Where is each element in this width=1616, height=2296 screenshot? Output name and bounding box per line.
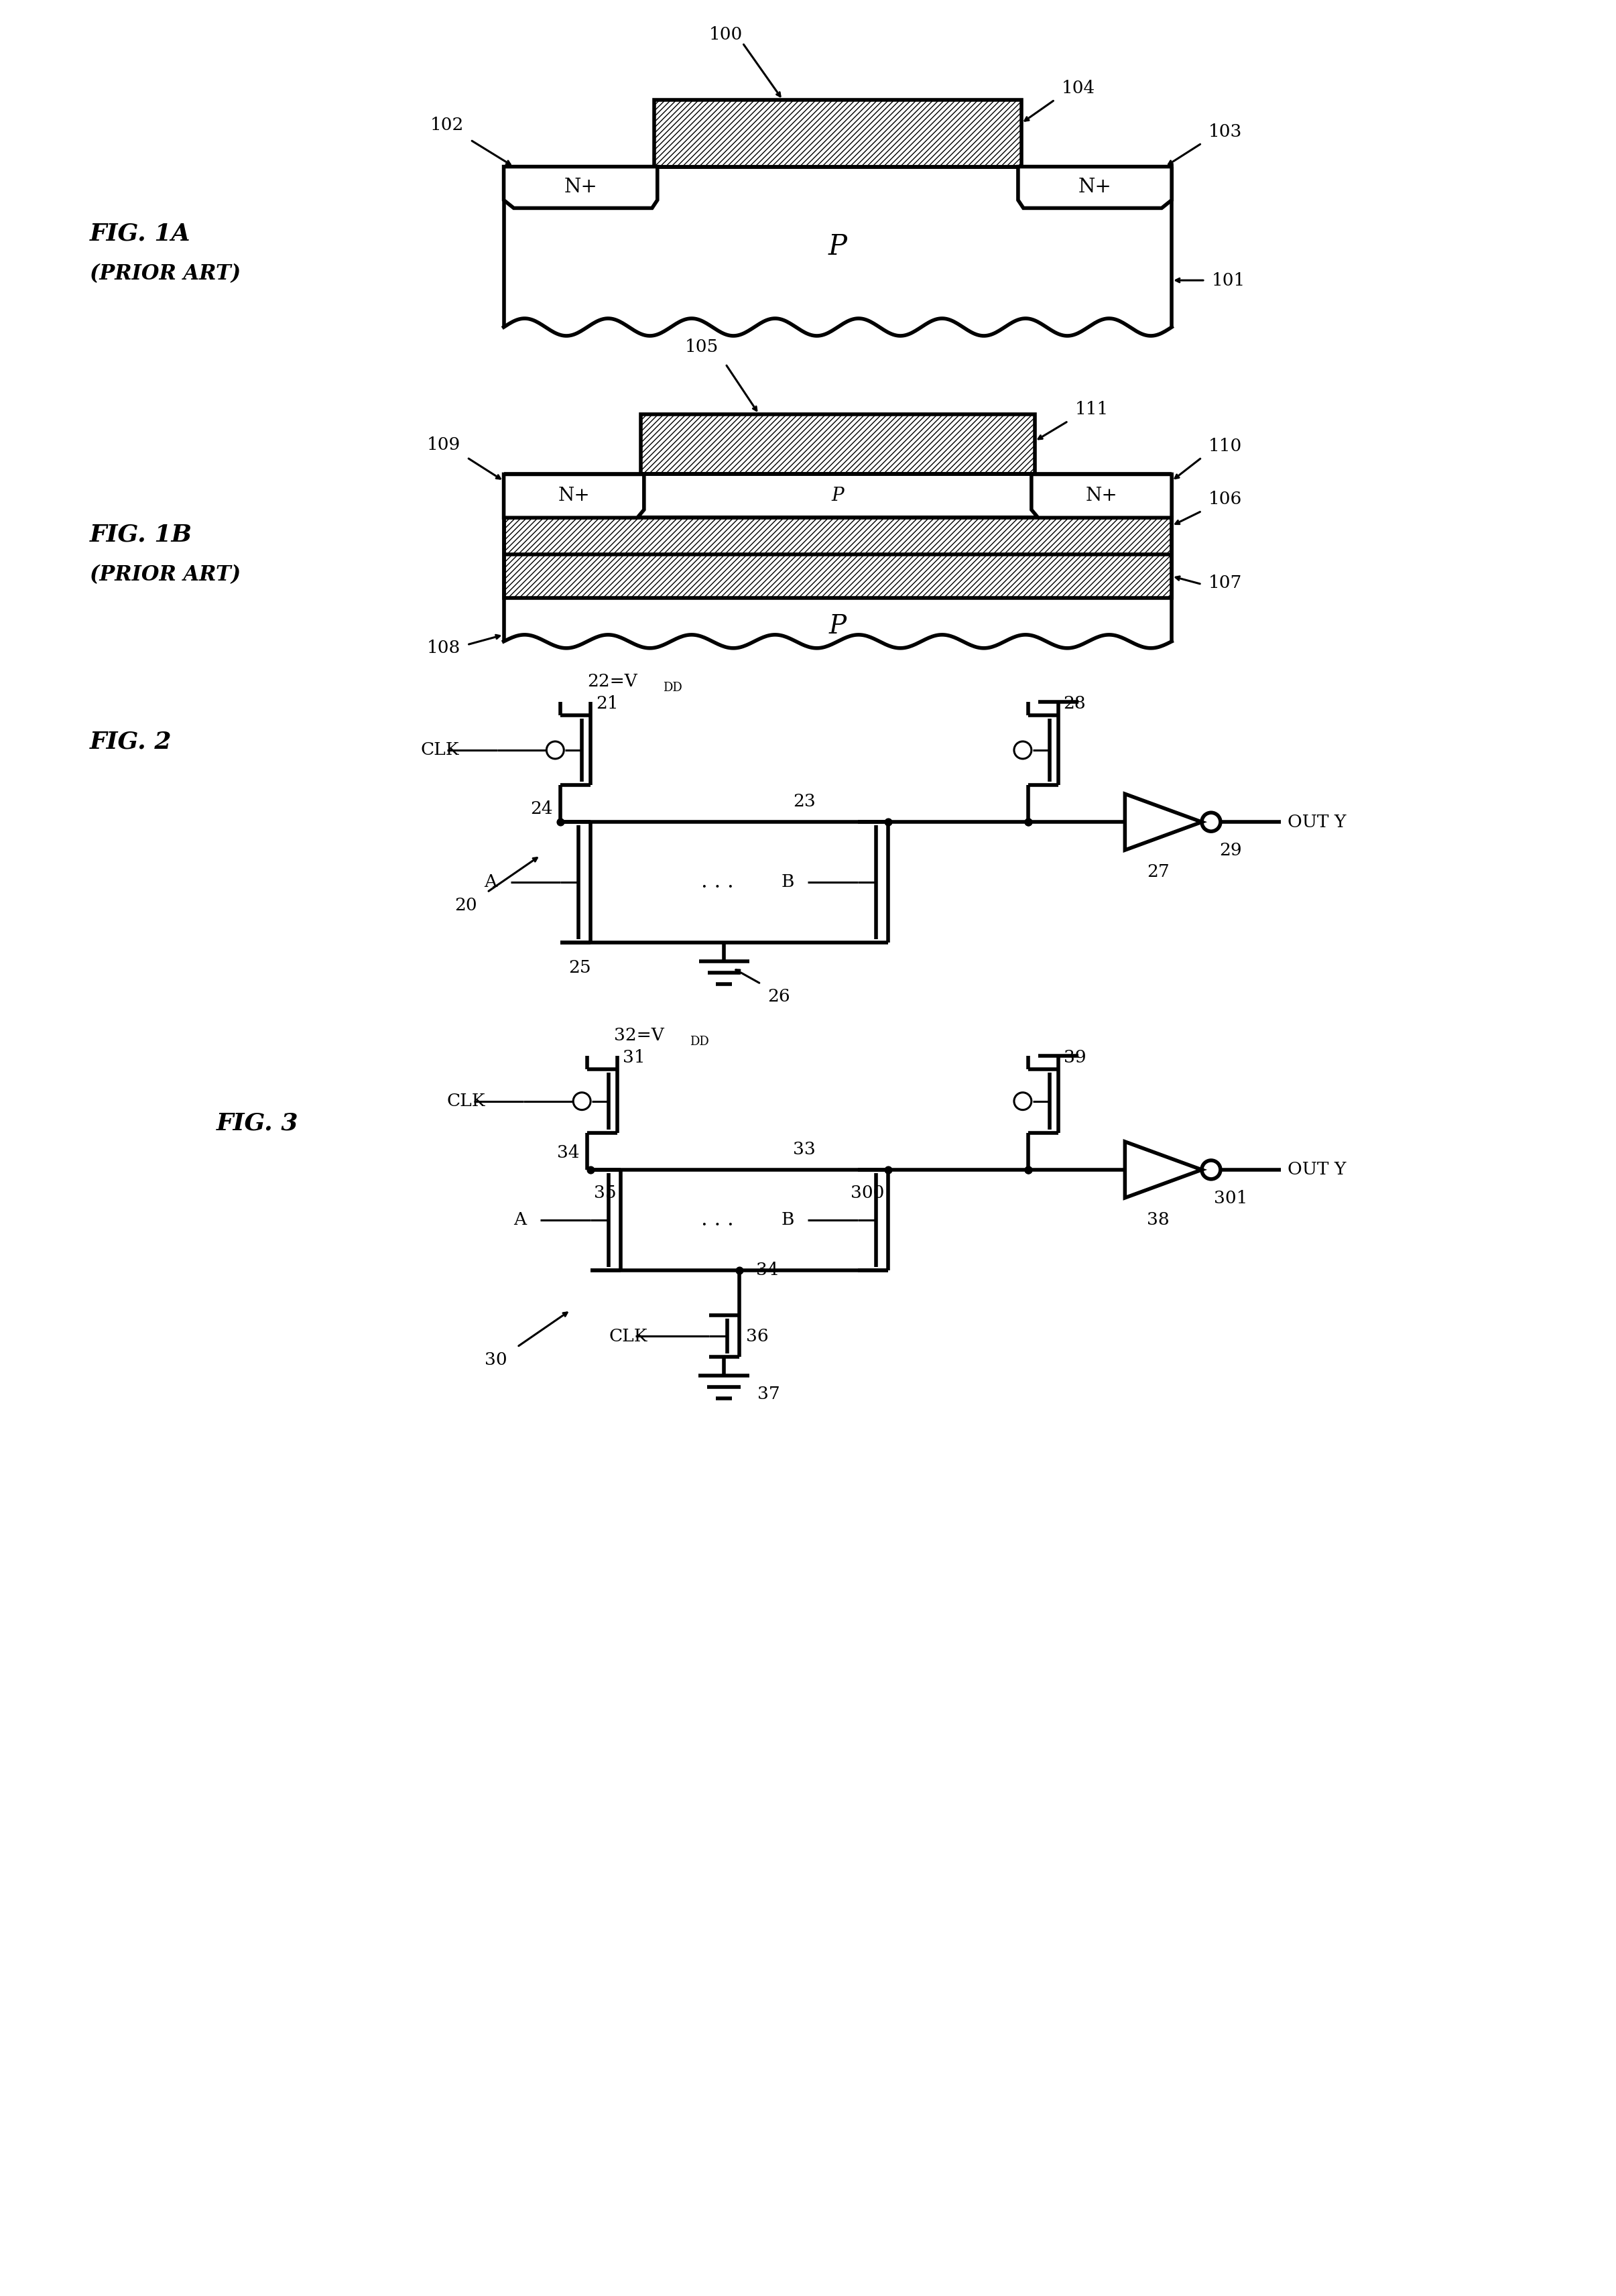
Text: 39: 39 — [1063, 1049, 1086, 1065]
Text: N+: N+ — [564, 179, 598, 197]
Point — [1015, 804, 1041, 840]
Text: FIG. 1B: FIG. 1B — [89, 523, 192, 546]
Text: N+: N+ — [558, 487, 590, 505]
Text: 38: 38 — [1147, 1212, 1170, 1228]
Text: 35: 35 — [595, 1185, 616, 1201]
Text: 301: 301 — [1214, 1189, 1248, 1208]
Text: 107: 107 — [1209, 574, 1243, 592]
Text: FIG. 3: FIG. 3 — [217, 1111, 299, 1134]
Point — [874, 804, 900, 840]
Text: 23: 23 — [793, 792, 816, 810]
Text: P: P — [829, 232, 847, 262]
Text: 34: 34 — [556, 1146, 579, 1162]
Text: 31: 31 — [622, 1049, 645, 1065]
Text: 20: 20 — [454, 898, 477, 914]
Point — [1015, 1150, 1041, 1187]
Point — [874, 1150, 900, 1187]
Text: (PRIOR ART): (PRIOR ART) — [89, 264, 241, 285]
Text: 105: 105 — [685, 338, 719, 356]
Text: N+: N+ — [1078, 179, 1112, 197]
Text: 28: 28 — [1063, 696, 1086, 712]
Text: 37: 37 — [758, 1384, 781, 1403]
Text: OUT Y: OUT Y — [1288, 1162, 1346, 1178]
Text: DD: DD — [663, 682, 682, 693]
Bar — [640, 413, 1034, 475]
Text: 25: 25 — [569, 960, 591, 976]
Text: P: P — [829, 613, 847, 638]
Text: 27: 27 — [1147, 863, 1170, 879]
Text: A: A — [514, 1212, 527, 1228]
Text: FIG. 1A: FIG. 1A — [89, 223, 191, 246]
Polygon shape — [504, 168, 658, 209]
Text: 24: 24 — [530, 801, 553, 817]
Point — [548, 804, 574, 840]
Text: 22=V: 22=V — [587, 673, 637, 689]
Text: CLK: CLK — [448, 1093, 485, 1109]
Polygon shape — [1125, 1141, 1202, 1199]
Text: 110: 110 — [1209, 439, 1243, 455]
Text: B: B — [781, 875, 793, 891]
Text: FIG. 2: FIG. 2 — [89, 730, 171, 753]
Text: 34: 34 — [756, 1263, 779, 1279]
Point — [1015, 804, 1041, 840]
Polygon shape — [504, 475, 645, 517]
Text: 33: 33 — [793, 1141, 816, 1157]
Text: 111: 111 — [1075, 402, 1109, 418]
Text: 26: 26 — [768, 987, 790, 1006]
Text: CLK: CLK — [420, 742, 459, 758]
Text: 29: 29 — [1218, 843, 1241, 859]
Text: . . .: . . . — [701, 1210, 734, 1231]
Text: (PRIOR ART): (PRIOR ART) — [89, 565, 241, 585]
Text: P: P — [832, 487, 844, 505]
Point — [1015, 1150, 1041, 1187]
Text: . . .: . . . — [701, 872, 734, 893]
Text: 21: 21 — [596, 696, 619, 712]
Text: DD: DD — [690, 1035, 709, 1047]
Text: 300: 300 — [850, 1185, 884, 1201]
Polygon shape — [1031, 475, 1172, 517]
Text: 36: 36 — [747, 1327, 769, 1345]
Bar — [654, 99, 1021, 168]
Polygon shape — [1125, 794, 1202, 850]
Text: 101: 101 — [1212, 271, 1246, 289]
Text: A: A — [483, 875, 496, 891]
Text: 30: 30 — [485, 1352, 507, 1368]
Text: OUT Y: OUT Y — [1288, 813, 1346, 831]
Text: 100: 100 — [709, 25, 742, 44]
Bar — [504, 517, 1172, 597]
Text: 103: 103 — [1209, 124, 1243, 140]
Text: 104: 104 — [1062, 80, 1096, 96]
Text: 32=V: 32=V — [614, 1026, 664, 1045]
Text: 106: 106 — [1209, 491, 1243, 507]
Text: CLK: CLK — [609, 1327, 648, 1345]
Point — [577, 1150, 603, 1187]
Text: B: B — [781, 1212, 793, 1228]
Text: 109: 109 — [427, 436, 461, 452]
Text: 108: 108 — [427, 641, 461, 657]
Point — [726, 1251, 751, 1288]
Text: 102: 102 — [430, 117, 464, 133]
Text: N+: N+ — [1086, 487, 1118, 505]
Polygon shape — [1018, 168, 1172, 209]
